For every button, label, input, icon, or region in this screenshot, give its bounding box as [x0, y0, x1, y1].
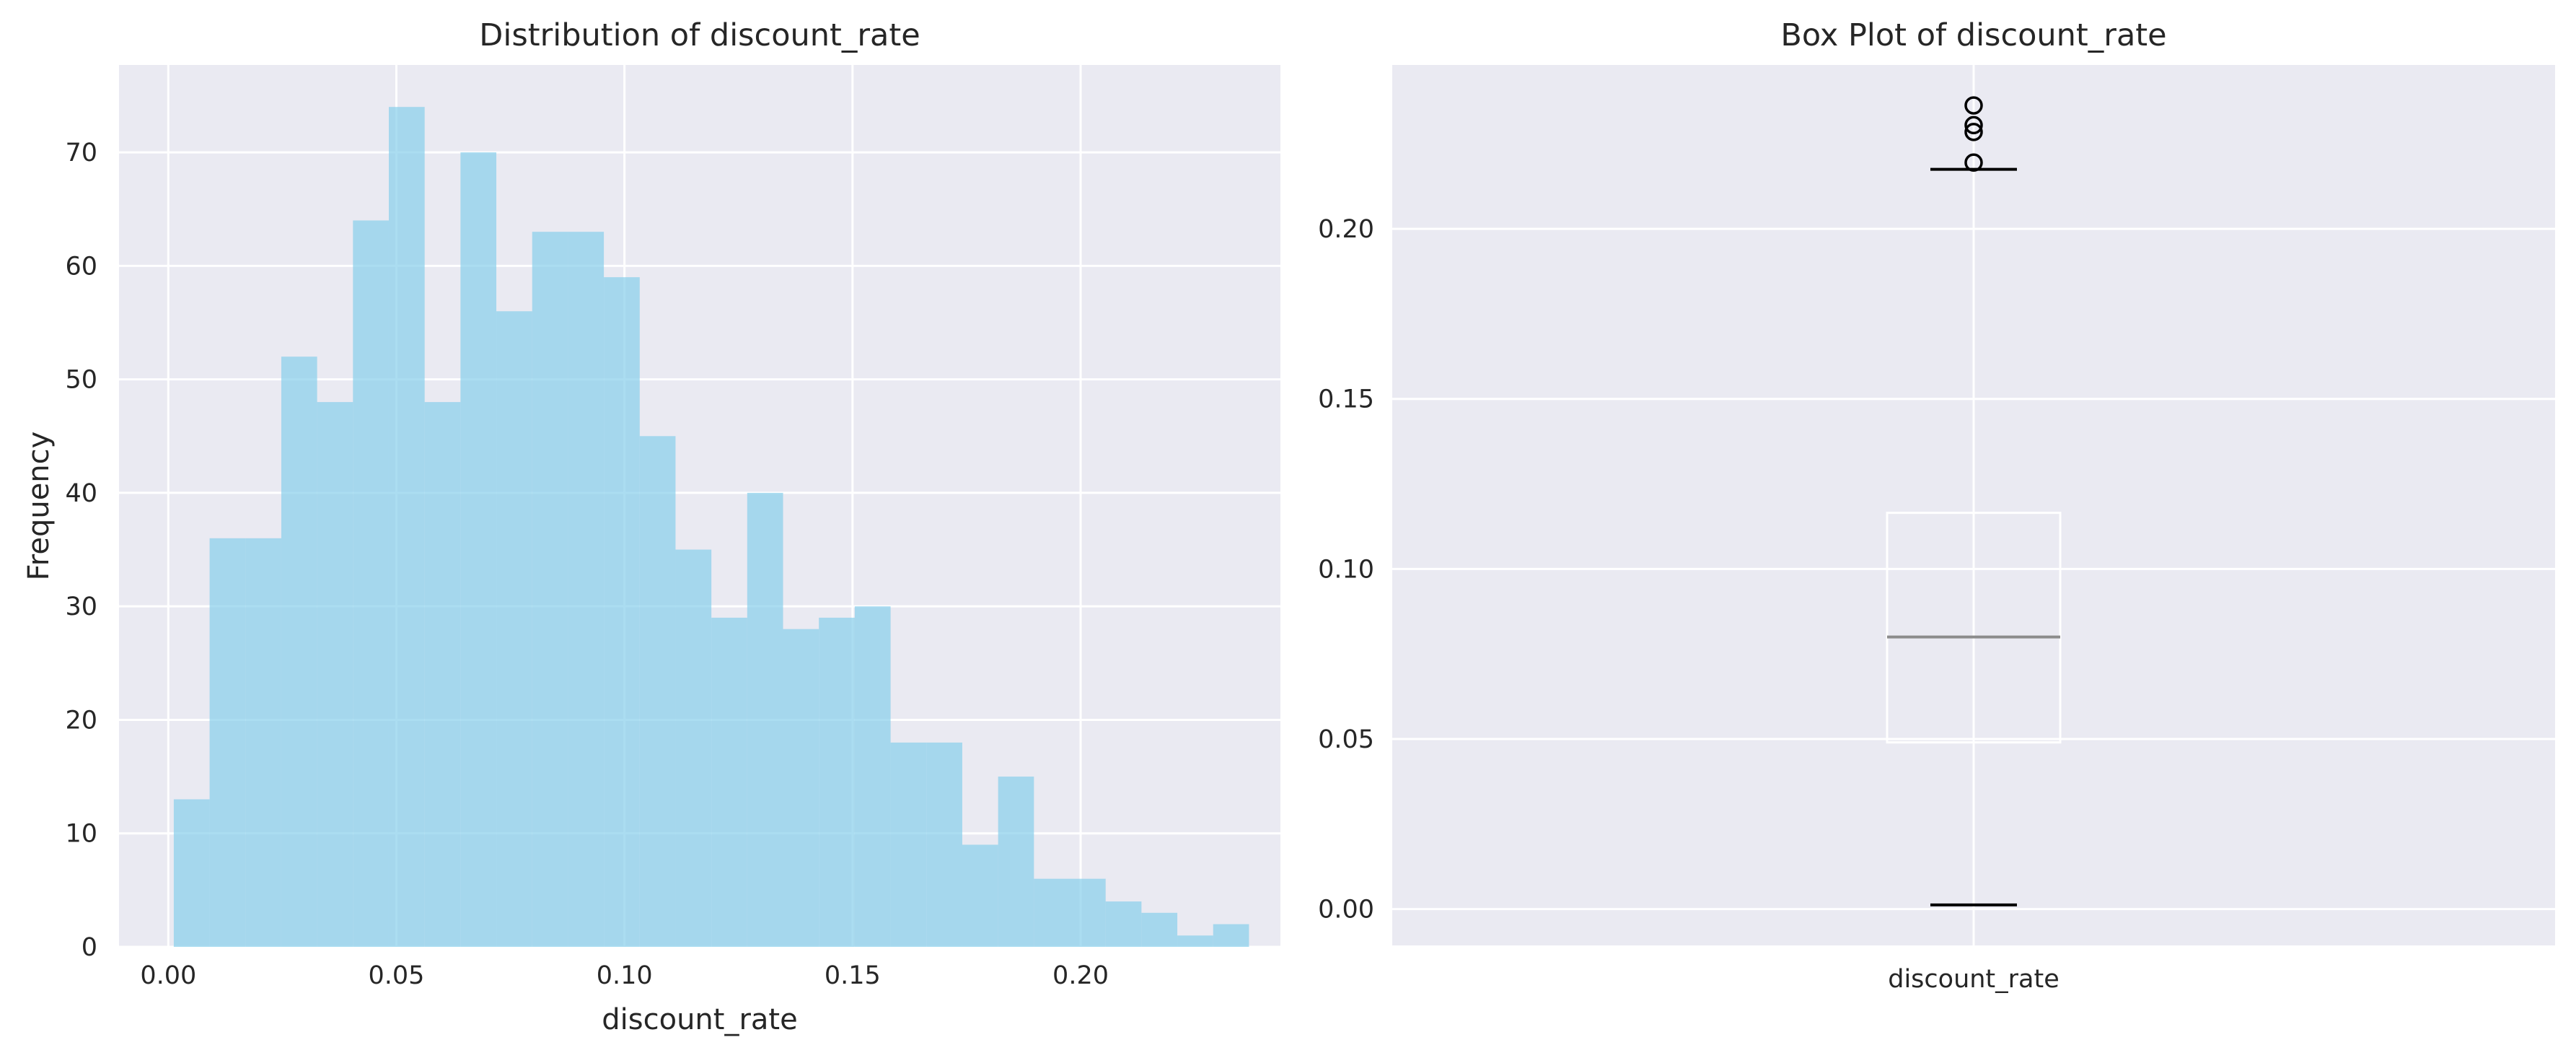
boxplot-y-tick-label: 0.05 [1318, 725, 1374, 754]
histogram-bar [1213, 924, 1249, 947]
histogram-bar [173, 799, 210, 947]
boxplot-y-tick-label: 0.15 [1318, 385, 1374, 414]
histogram-bar [675, 549, 712, 947]
histogram-bar [1070, 878, 1106, 947]
boxplot-outlier-point [1964, 115, 1983, 135]
histogram-bar [962, 844, 998, 947]
histogram-y-axis-label: Frequency [22, 432, 56, 581]
histogram-bar [496, 311, 532, 947]
histogram-y-tick-label: 50 [65, 366, 97, 395]
histogram-y-ticks: 0 10 20 30 40 50 60 70 [65, 139, 97, 962]
boxplot-category-label: discount_rate [1888, 965, 2060, 994]
histogram-bar [819, 617, 855, 947]
histogram-bar [424, 402, 461, 947]
histogram-bars [173, 107, 1249, 948]
boxplot-outlier-point [1964, 123, 1983, 141]
histogram-panel: 0.00 0.05 0.10 0.15 0.20 0 10 20 30 40 50 60 70 Dis… [22, 17, 1280, 1036]
histogram-bar [245, 538, 281, 947]
boxplot-y-tick-label: 0.10 [1318, 555, 1374, 584]
histogram-bar [639, 436, 676, 947]
boxplot-y-tick-label: 0.20 [1318, 215, 1374, 244]
histogram-x-axis-label: discount_rate [602, 1003, 797, 1036]
histogram-bar [532, 232, 568, 947]
histogram-x-tick-label: 0.00 [140, 961, 196, 990]
histogram-x-tick-label: 0.05 [369, 961, 425, 990]
histogram-bar [1177, 935, 1213, 947]
histogram-bar [209, 538, 246, 947]
histogram-x-tick-label: 0.10 [597, 961, 653, 990]
histogram-bar [711, 617, 747, 947]
histogram-y-tick-label: 10 [65, 820, 97, 849]
boxplot-y-tick-label: 0.00 [1318, 896, 1374, 924]
histogram-bar [1034, 878, 1071, 947]
histogram-bar [353, 220, 389, 947]
boxplot-box [1886, 512, 2062, 744]
histogram-bar [747, 492, 783, 947]
histogram-bar [926, 742, 962, 947]
histogram-bar [568, 232, 605, 947]
histogram-bar [604, 277, 640, 948]
boxplot-panel: 0.00 0.05 0.10 0.15 0.20 Box Plot of discoun… [1318, 17, 2555, 994]
histogram-x-ticks: 0.00 0.05 0.10 0.15 0.20 [140, 961, 1109, 990]
histogram-y-tick-label: 40 [65, 479, 97, 508]
histogram-bar [854, 606, 891, 947]
boxplot-outlier-point [1964, 96, 1983, 115]
histogram-bar [317, 402, 353, 947]
boxplot-y-ticks: 0.00 0.05 0.10 0.15 0.20 [1318, 215, 1374, 924]
histogram-x-tick-label: 0.20 [1052, 961, 1109, 990]
histogram-title: Distribution of discount_rate [479, 17, 920, 53]
histogram-y-tick-label: 60 [65, 252, 97, 281]
histogram-y-tick-label: 0 [82, 933, 97, 962]
histogram-bar [890, 742, 927, 947]
histogram-bar [1141, 912, 1178, 947]
histogram-x-tick-label: 0.15 [825, 961, 881, 990]
histogram-y-tick-label: 20 [65, 706, 97, 735]
boxplot-outlier-point [1964, 153, 1983, 172]
histogram-bar [1105, 901, 1142, 947]
boxplot-marks [1886, 96, 2062, 906]
histogram-bar [281, 357, 317, 948]
histogram-bar [388, 107, 425, 948]
histogram-bar [460, 152, 497, 947]
histogram-bar [783, 629, 819, 947]
histogram-bar [998, 777, 1034, 947]
boxplot-title: Box Plot of discount_rate [1780, 17, 2166, 53]
histogram-y-tick-label: 70 [65, 139, 97, 167]
histogram-y-tick-label: 30 [65, 593, 97, 621]
